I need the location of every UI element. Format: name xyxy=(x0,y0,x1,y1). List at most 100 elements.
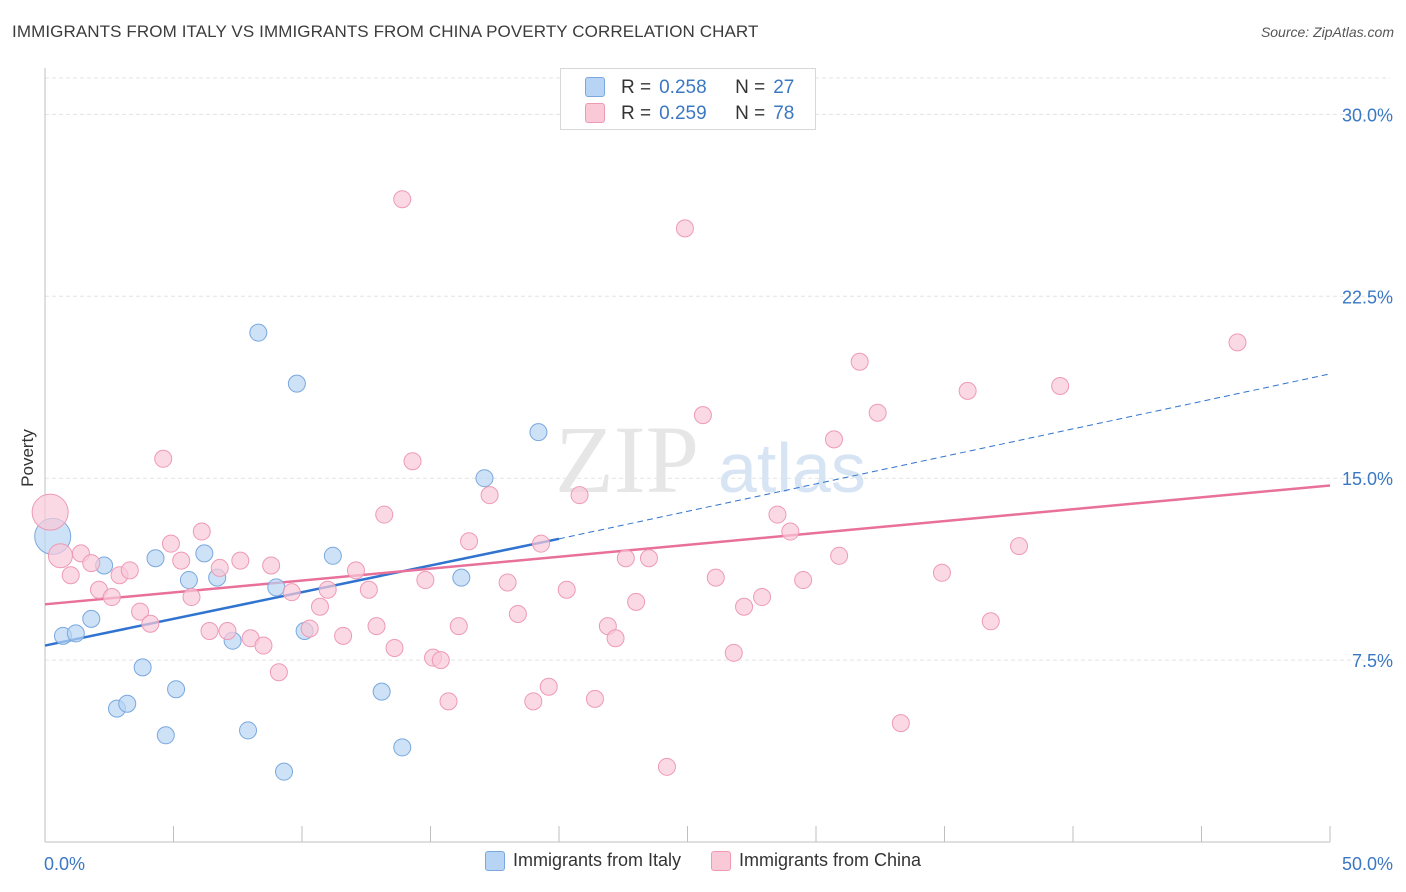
legend-item-italy[interactable]: Immigrants from Italy xyxy=(484,850,681,871)
italy-point[interactable] xyxy=(249,323,268,342)
italy-point[interactable] xyxy=(146,549,165,568)
china-point[interactable] xyxy=(393,190,412,209)
china-point[interactable] xyxy=(480,486,499,505)
italy-point[interactable] xyxy=(156,726,175,745)
china-point[interactable] xyxy=(891,714,910,733)
italy-point[interactable] xyxy=(239,721,258,740)
italy-point[interactable] xyxy=(529,423,548,442)
y-tick-label: 7.5% xyxy=(1352,651,1393,671)
china-point[interactable] xyxy=(850,352,869,371)
china-point[interactable] xyxy=(131,602,150,621)
china-point[interactable] xyxy=(570,486,589,505)
china-point[interactable] xyxy=(218,621,237,640)
china-point[interactable] xyxy=(706,568,725,587)
china-point[interactable] xyxy=(1228,333,1247,352)
china-point[interactable] xyxy=(210,558,229,577)
china-point[interactable] xyxy=(431,651,450,670)
china-point[interactable] xyxy=(416,571,435,590)
china-point[interactable] xyxy=(768,505,787,524)
china-point[interactable] xyxy=(385,638,404,657)
china-point[interactable] xyxy=(449,617,468,636)
italy-point[interactable] xyxy=(179,571,198,590)
italy-point[interactable] xyxy=(167,680,186,699)
china-point[interactable] xyxy=(439,692,458,711)
china-point[interactable] xyxy=(460,532,479,551)
china-point[interactable] xyxy=(141,614,160,633)
italy-point[interactable] xyxy=(82,609,101,628)
china-point[interactable] xyxy=(616,549,635,568)
china-point[interactable] xyxy=(1051,377,1070,396)
china-point[interactable] xyxy=(539,677,558,696)
china-point[interactable] xyxy=(334,626,353,645)
chart-title: IMMIGRANTS FROM ITALY VS IMMIGRANTS FROM… xyxy=(12,22,759,41)
china-point[interactable] xyxy=(47,543,73,569)
china-point[interactable] xyxy=(346,561,365,580)
china-point[interactable] xyxy=(824,430,843,449)
china-point[interactable] xyxy=(102,588,121,607)
china-point[interactable] xyxy=(200,621,219,640)
bottom-legend: Immigrants from Italy Immigrants from Ch… xyxy=(0,850,1406,871)
china-point[interactable] xyxy=(958,381,977,400)
china-point[interactable] xyxy=(182,588,201,607)
italy-point[interactable] xyxy=(118,694,137,713)
italy-point[interactable] xyxy=(393,738,412,757)
china-point[interactable] xyxy=(830,546,849,565)
legend-swatch-china xyxy=(710,850,731,871)
china-point[interactable] xyxy=(61,566,80,585)
china-point[interactable] xyxy=(585,689,604,708)
china-point[interactable] xyxy=(359,580,378,599)
china-point[interactable] xyxy=(82,554,101,573)
china-point[interactable] xyxy=(310,597,329,616)
china-point[interactable] xyxy=(231,551,250,570)
china-point[interactable] xyxy=(627,592,646,611)
china-point[interactable] xyxy=(781,522,800,541)
china-point[interactable] xyxy=(724,643,743,662)
italy-point[interactable] xyxy=(287,374,306,393)
china-point[interactable] xyxy=(932,563,951,582)
china-point[interactable] xyxy=(262,556,281,575)
china-point[interactable] xyxy=(508,605,527,624)
china-point[interactable] xyxy=(403,452,422,471)
italy-point[interactable] xyxy=(475,469,494,488)
china-point[interactable] xyxy=(981,612,1000,631)
china-point[interactable] xyxy=(254,636,273,655)
china-point[interactable] xyxy=(31,493,69,531)
source-credit: Source: ZipAtlas.com xyxy=(1260,24,1394,40)
china-point[interactable] xyxy=(557,580,576,599)
china-point[interactable] xyxy=(532,534,551,553)
china-point[interactable] xyxy=(753,588,772,607)
china-point[interactable] xyxy=(868,403,887,422)
china-point[interactable] xyxy=(375,505,394,524)
china-point[interactable] xyxy=(794,571,813,590)
italy-point[interactable] xyxy=(133,658,152,677)
italy-point[interactable] xyxy=(267,578,286,597)
china-point[interactable] xyxy=(154,449,173,468)
china-point[interactable] xyxy=(735,597,754,616)
china-point[interactable] xyxy=(120,561,139,580)
china-point[interactable] xyxy=(1010,537,1029,556)
china-point[interactable] xyxy=(172,551,191,570)
china-point[interactable] xyxy=(693,406,712,425)
china-point[interactable] xyxy=(675,219,694,238)
china-point[interactable] xyxy=(639,549,658,568)
china-point[interactable] xyxy=(498,573,517,592)
china-point[interactable] xyxy=(161,534,180,553)
stat-row-china: R = 0.259 N = 78 xyxy=(585,103,794,125)
italy-point[interactable] xyxy=(323,546,342,565)
china-point[interactable] xyxy=(192,522,211,541)
china-point[interactable] xyxy=(269,663,288,682)
china-point[interactable] xyxy=(657,757,676,776)
china-point[interactable] xyxy=(282,583,301,602)
legend-item-china[interactable]: Immigrants from China xyxy=(710,850,921,871)
china-point[interactable] xyxy=(524,692,543,711)
china-point[interactable] xyxy=(318,580,337,599)
italy-point[interactable] xyxy=(66,624,85,643)
italy-point[interactable] xyxy=(452,568,471,587)
china-point[interactable] xyxy=(606,629,625,648)
china-point[interactable] xyxy=(300,619,319,638)
italy-point[interactable] xyxy=(275,762,294,781)
italy-point[interactable] xyxy=(372,682,391,701)
italy-point[interactable] xyxy=(195,544,214,563)
china-point[interactable] xyxy=(367,617,386,636)
